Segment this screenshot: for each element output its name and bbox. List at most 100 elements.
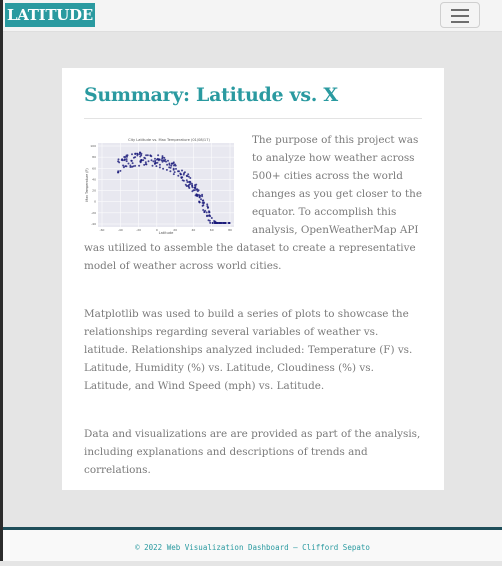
plot-data-point <box>179 172 182 175</box>
plot-data-point <box>150 159 153 162</box>
plot-data-point <box>170 162 173 165</box>
navbar: LATITUDE <box>3 0 502 32</box>
plot-data-point <box>140 159 143 161</box>
summary-card: Summary: Latitude vs. X City Latitude vs… <box>62 68 444 490</box>
plot-data-point <box>187 184 190 187</box>
navbar-toggle-button[interactable] <box>440 2 480 28</box>
hamburger-menu-icon <box>451 15 469 17</box>
plot-data-point <box>145 154 148 157</box>
plot-data-point <box>189 180 191 183</box>
plot-data-point <box>187 173 190 176</box>
plot-data-point <box>134 164 137 167</box>
plot-data-point <box>173 171 176 174</box>
plot-data-point <box>198 194 201 197</box>
plot-data-point <box>208 214 211 217</box>
plot-data-point <box>173 164 175 167</box>
plot-data-point <box>160 159 163 162</box>
plot-data-point <box>172 167 175 170</box>
plot-data-point <box>157 159 160 162</box>
temperature-plot-thumbnail: City Latitude vs. Max Temperature (01/08… <box>84 135 246 235</box>
plot-ytick-label: 20 <box>92 189 96 193</box>
plot-data-point <box>163 160 166 162</box>
summary-paragraph-purpose: The purpose of this project was to analy… <box>84 134 422 272</box>
plot-area <box>98 143 234 227</box>
brand-logo-link[interactable]: LATITUDE <box>5 3 95 27</box>
plot-data-point <box>129 164 132 167</box>
plot-data-point <box>151 164 154 167</box>
plot-ytick-label: 0 <box>94 200 96 204</box>
plot-data-point <box>205 211 208 214</box>
plot-data-point <box>144 157 147 160</box>
plot-data-point <box>150 155 153 158</box>
page-title: Summary: Latitude vs. X <box>84 84 338 106</box>
plot-data-point <box>132 156 135 159</box>
plot-data-point <box>161 155 164 158</box>
plot-data-point <box>200 198 202 201</box>
plot-data-point <box>125 160 128 163</box>
plot-data-point <box>206 214 209 217</box>
plot-ytick-label: 100 <box>90 144 96 148</box>
plot-data-point <box>156 157 159 160</box>
plot-xtick-label: -40 <box>118 228 123 232</box>
plot-data-point <box>147 160 150 163</box>
plot-data-point <box>177 174 180 177</box>
plot-data-point <box>183 171 186 174</box>
plot-data-point <box>203 201 205 204</box>
plot-data-point <box>211 222 214 224</box>
plot-data-point <box>201 199 204 202</box>
plot-data-point <box>138 153 141 156</box>
plot-data-point <box>203 211 206 213</box>
plot-xtick-label: -20 <box>136 228 141 232</box>
plot-data-point <box>117 170 120 173</box>
plot-data-point <box>154 161 157 164</box>
plot-ytick-label: 60 <box>92 166 96 170</box>
plot-data-point <box>168 163 171 166</box>
plot-ytick-label: 80 <box>92 155 96 159</box>
plot-data-point <box>123 158 126 161</box>
plot-data-point <box>129 166 132 168</box>
plot-data-point <box>144 161 147 164</box>
plot-data-point <box>195 194 198 197</box>
plot-data-point <box>201 195 204 198</box>
plot-data-point <box>152 160 155 163</box>
window-edge <box>0 0 3 561</box>
plot-xlabel: Latitude <box>159 231 175 235</box>
plot-data-point <box>218 222 221 224</box>
plot-ylabel: Max Temperature (F) <box>85 168 89 201</box>
footer: © 2022 Web Visualization Dashboard – Cli… <box>3 527 502 561</box>
plot-ytick-label: -20 <box>91 211 96 215</box>
plot-data-point <box>158 166 161 169</box>
plot-data-point <box>166 163 169 166</box>
plot-data-point <box>140 154 143 157</box>
plot-data-point <box>181 179 184 182</box>
plot-data-point <box>185 185 188 187</box>
plot-title: City Latitude vs. Max Temperature (01/08… <box>128 138 210 142</box>
plot-data-point <box>175 167 177 170</box>
plot-data-point <box>189 177 192 179</box>
plot-data-point <box>125 158 128 161</box>
plot-data-point <box>201 204 204 207</box>
plot-data-point <box>163 156 166 159</box>
plot-data-point <box>138 151 141 154</box>
plot-data-point <box>154 157 156 160</box>
plot-data-point <box>157 154 160 157</box>
plot-data-point <box>138 164 141 167</box>
plot-data-point <box>195 188 198 191</box>
plot-data-point <box>146 154 149 157</box>
plot-data-point <box>124 165 127 168</box>
plot-xtick-label: 60 <box>210 228 214 232</box>
plot-data-point <box>130 159 133 162</box>
plot-data-point <box>165 168 168 171</box>
plot-data-point <box>181 169 183 172</box>
plot-data-point <box>142 159 145 162</box>
summary-paragraph-data: Data and visualizations are are provided… <box>84 428 421 476</box>
plot-data-point <box>126 155 128 158</box>
plot-xtick-label: -60 <box>100 228 105 232</box>
plot-data-point <box>126 154 129 157</box>
plot-data-point <box>186 181 189 183</box>
plot-data-point <box>187 175 190 178</box>
temperature-plot-image: City Latitude vs. Max Temperature (01/08… <box>84 135 246 235</box>
plot-data-point <box>170 164 173 167</box>
plot-data-point <box>220 222 222 224</box>
plot-data-point <box>210 217 213 219</box>
